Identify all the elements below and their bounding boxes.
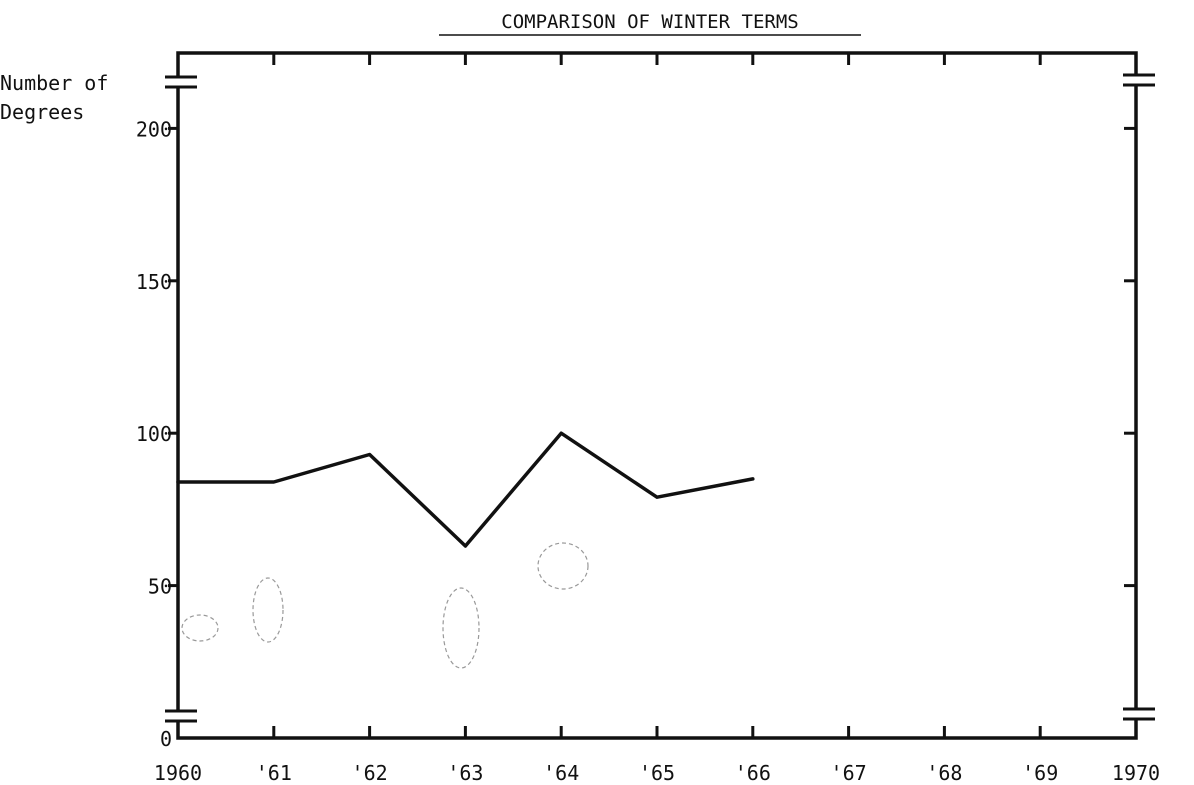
y-tick-label: 100 (136, 422, 172, 446)
x-tick-label: '67 (831, 761, 867, 785)
smudge-mark (181, 614, 219, 642)
x-tick-label: '64 (543, 761, 579, 785)
x-tick-label: 1960 (154, 761, 202, 785)
x-tick-label: '68 (926, 761, 962, 785)
y-tick-label: 200 (136, 117, 172, 141)
x-tick-label: '66 (735, 761, 771, 785)
y-tick-label: 50 (148, 575, 172, 599)
x-tick-label: 1970 (1112, 761, 1160, 785)
y-axis-tick-labels: 050100150200250300350400 (136, 117, 172, 751)
y-axis-title-line2: Degrees (0, 100, 84, 124)
smudge-mark (537, 542, 589, 590)
chart-title: COMPARISON OF WINTER TERMS (501, 11, 798, 33)
y-axis-ticks (168, 126, 1136, 588)
x-tick-label: '69 (1022, 761, 1058, 785)
x-tick-label: '63 (447, 761, 483, 785)
axis-breaks (165, 73, 1155, 723)
y-axis-title-line1: Number of (0, 71, 108, 95)
x-tick-label: '62 (352, 761, 388, 785)
plot-frame (176, 51, 1138, 740)
smudge-mark (252, 577, 284, 643)
x-axis-tick-labels: 1960 '61 '62 '63 '64 '65 '66 '67 '68 '69 1970 (154, 761, 1160, 785)
y-tick-label: 0 (160, 727, 172, 751)
smudge-mark (442, 587, 480, 669)
x-axis-ticks (272, 53, 1042, 738)
y-tick-label: 150 (136, 270, 172, 294)
paper-smudges (181, 542, 589, 669)
x-tick-label: '61 (256, 761, 292, 785)
series-line (176, 431, 755, 548)
series-points (177, 433, 753, 546)
x-tick-label: '65 (639, 761, 675, 785)
